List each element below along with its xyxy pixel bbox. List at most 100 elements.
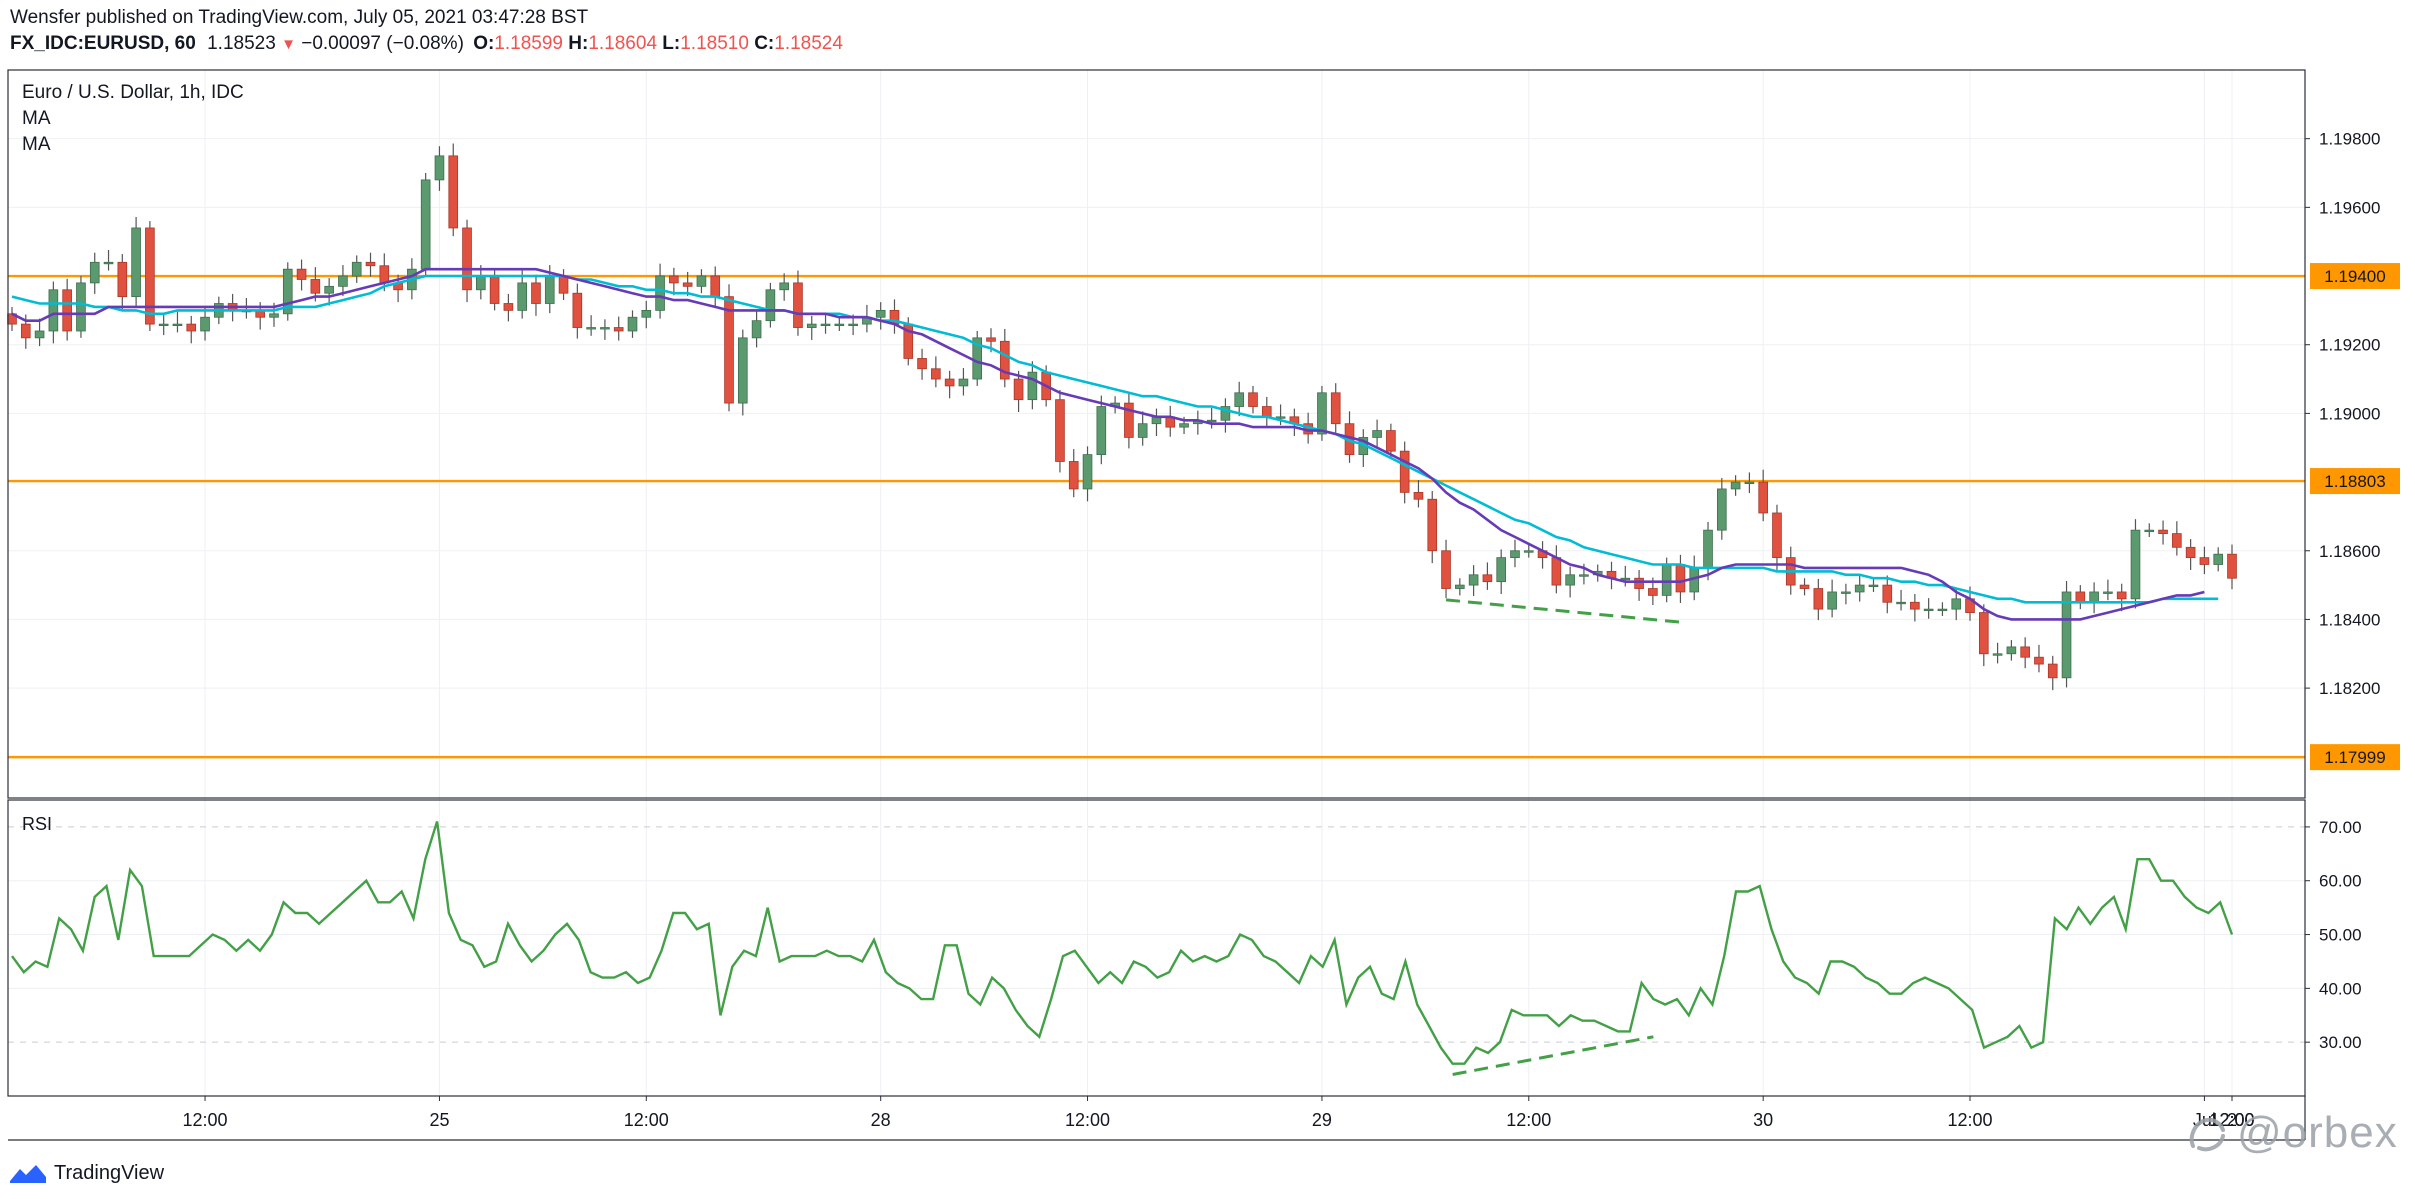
candle <box>889 299 900 334</box>
level-tag <box>2310 744 2400 771</box>
candle <box>1248 385 1258 414</box>
candle <box>724 284 734 412</box>
candle <box>1551 545 1562 594</box>
candle <box>1096 395 1107 465</box>
orbex-logo-icon <box>2189 1117 2225 1152</box>
candle <box>1468 565 1479 597</box>
horizontal-levels[interactable] <box>8 274 2305 759</box>
symbol-name: FX_IDC:EURUSD, 60 <box>10 33 196 54</box>
candle <box>1620 565 1631 587</box>
candle <box>448 143 459 237</box>
level-tag-label: 1.18803 <box>2324 472 2385 491</box>
candle <box>1813 578 1824 621</box>
close-label: C: <box>754 33 775 54</box>
price-change: −0.00097 (−0.08%) <box>301 33 464 54</box>
time-tick-label: 12:00 <box>1506 1110 1551 1130</box>
candle <box>282 262 293 321</box>
candle <box>1799 578 1810 596</box>
candle <box>1220 398 1231 433</box>
candle <box>1496 549 1507 595</box>
rsi-line <box>11 821 2234 1065</box>
time-tick-label: 12:00 <box>1947 1110 1992 1130</box>
candle <box>434 146 445 191</box>
candle <box>34 318 45 347</box>
candle <box>2006 640 2017 661</box>
candle <box>641 300 652 329</box>
candle <box>76 276 86 338</box>
candle <box>1827 579 1837 618</box>
candle <box>1358 429 1369 467</box>
footer-brand[interactable]: TradingView <box>8 1155 164 1191</box>
candle <box>2116 583 2127 612</box>
tradingview-logo-icon <box>10 1165 46 1183</box>
candle <box>1868 578 1879 592</box>
candle <box>2213 547 2224 572</box>
candle <box>1606 561 1617 590</box>
candle <box>1703 521 1713 581</box>
candle <box>200 306 210 341</box>
candle <box>241 298 252 319</box>
candle <box>1193 410 1203 435</box>
candle <box>1455 578 1465 596</box>
price-tick-label: 1.18600 <box>2319 542 2380 561</box>
candle <box>751 309 762 348</box>
candle <box>7 306 17 331</box>
rsi-pane-border <box>7 799 2306 1097</box>
candle <box>1634 569 1644 601</box>
rsi-tick-label: 40.00 <box>2319 979 2362 998</box>
candle <box>2130 519 2141 609</box>
candle <box>806 315 817 340</box>
candle <box>1261 396 1272 428</box>
candle <box>1882 575 1893 614</box>
legend-ma-1: MA <box>22 108 51 129</box>
candle <box>2144 523 2155 538</box>
candle <box>1082 446 1093 502</box>
candle <box>1992 642 2003 664</box>
candle <box>613 316 624 341</box>
candle <box>1937 602 1948 616</box>
candle <box>765 282 776 328</box>
candlesticks <box>7 143 2237 691</box>
time-tick-label: 2 <box>2227 1110 2237 1130</box>
rsi-pane-label: RSI <box>22 814 53 834</box>
candle <box>1165 405 1176 437</box>
candle <box>1758 469 1768 522</box>
candle <box>1137 411 1148 446</box>
time-tick-label: 25 <box>429 1110 449 1130</box>
candle <box>1386 423 1396 459</box>
low-value: 1.18510 <box>680 33 749 54</box>
legend-ma-2: MA <box>22 134 51 155</box>
candle <box>779 273 789 301</box>
candle <box>62 278 72 341</box>
candle <box>2061 580 2072 688</box>
footer-brand-text: TradingView <box>54 1161 165 1184</box>
candle <box>669 267 679 296</box>
candle <box>1730 475 1741 496</box>
candle <box>2172 521 2182 556</box>
candle <box>793 270 803 336</box>
candle <box>2103 579 2113 601</box>
level-tag-label: 1.19400 <box>2324 267 2385 286</box>
candle <box>420 173 431 277</box>
price-pane-border <box>7 69 2306 799</box>
candle <box>1234 381 1245 417</box>
candle <box>1923 598 1934 619</box>
ma-slow-line <box>11 274 2219 604</box>
candle <box>89 252 100 294</box>
price-tick-label: 1.19000 <box>2319 404 2380 423</box>
chart-header: Wensfer published on TradingView.com, Ju… <box>0 0 2415 60</box>
candle <box>158 314 169 336</box>
candle <box>627 310 638 338</box>
time-tick-label: 12:00 <box>624 1110 669 1130</box>
low-label: L: <box>662 33 681 54</box>
candle <box>1896 589 1906 611</box>
level-tag-label: 1.17999 <box>2324 748 2385 767</box>
candle <box>1151 408 1162 437</box>
candle <box>1978 604 1989 667</box>
candle <box>1510 539 1520 568</box>
candle <box>1124 393 1134 449</box>
candle <box>296 259 307 291</box>
candle <box>931 356 941 388</box>
level-tag <box>2310 468 2400 495</box>
